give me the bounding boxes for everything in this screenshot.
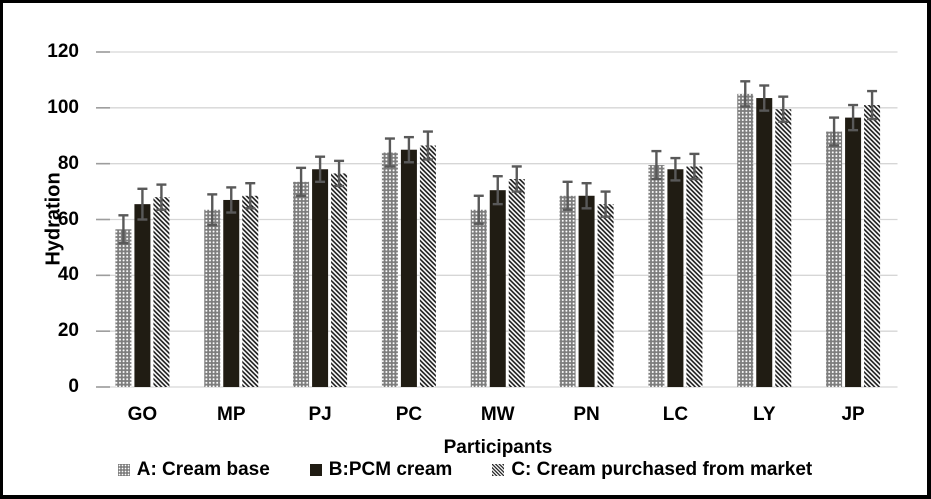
legend: A: Cream base B:PCM cream C: Cream purch… bbox=[3, 459, 927, 481]
x-tick-label-LC: LC bbox=[662, 404, 689, 425]
error-bar-solid-MP bbox=[226, 186, 237, 214]
x-tick-label-LY: LY bbox=[752, 404, 776, 425]
error-bar-hatch-MW bbox=[511, 165, 522, 193]
error-bar-dots-PC bbox=[384, 137, 395, 168]
bar-hatch-MW bbox=[508, 179, 525, 387]
bar-hatch-LY bbox=[775, 109, 792, 388]
bar-solid-LC bbox=[667, 169, 684, 387]
bar-hatch-PC bbox=[419, 145, 436, 387]
bar-dots-PJ bbox=[293, 181, 310, 387]
bar-dots-GO bbox=[115, 229, 132, 387]
x-tick-label-MW: MW bbox=[480, 404, 515, 425]
error-bar-hatch-LY bbox=[778, 95, 789, 123]
error-bar-dots-GO bbox=[118, 214, 129, 245]
error-bar-solid-PJ bbox=[315, 155, 326, 184]
legend-swatch-solid-icon bbox=[309, 464, 322, 476]
legend-item-cream-base: A: Cream base bbox=[117, 459, 270, 481]
y-tick-label-120: 120 bbox=[47, 41, 79, 62]
bar-solid-PJ bbox=[312, 169, 329, 387]
error-bar-hatch-PJ bbox=[334, 159, 345, 188]
error-bar-solid-MW bbox=[492, 175, 503, 206]
error-bar-dots-LY bbox=[740, 80, 751, 108]
y-tick-label-60: 60 bbox=[57, 208, 79, 230]
legend-swatch-dots-icon bbox=[117, 464, 130, 476]
error-bar-dots-PN bbox=[562, 180, 573, 211]
bar-solid-PC bbox=[400, 149, 417, 387]
bar-solid-LY bbox=[756, 98, 773, 387]
bar-dots-LC bbox=[648, 165, 665, 387]
bar-dots-PC bbox=[381, 152, 398, 387]
error-bar-solid-LC bbox=[670, 156, 681, 182]
bar-solid-MP bbox=[223, 199, 240, 387]
bar-hatch-GO bbox=[153, 197, 170, 387]
x-tick-label-MP: MP bbox=[217, 404, 246, 425]
legend-label-cream-base: A: Cream base bbox=[136, 459, 270, 480]
error-bar-dots-PJ bbox=[296, 166, 307, 197]
error-bar-hatch-PN bbox=[600, 190, 611, 218]
x-tick-label-PC: PC bbox=[395, 404, 423, 425]
bar-solid-JP bbox=[845, 117, 862, 388]
x-axis-title: Participants bbox=[443, 437, 553, 458]
y-tick-label-20: 20 bbox=[57, 320, 79, 342]
bar-dots-JP bbox=[826, 131, 843, 387]
x-tick-label-PN: PN bbox=[573, 404, 600, 425]
bar-hatch-PN bbox=[597, 204, 614, 387]
error-bar-solid-JP bbox=[848, 103, 859, 132]
bar-solid-GO bbox=[134, 204, 151, 387]
legend-item-pcm-cream: B:PCM cream bbox=[309, 459, 453, 481]
x-tick-label-JP: JP bbox=[841, 404, 865, 425]
y-tick-label-100: 100 bbox=[47, 96, 79, 118]
error-bar-hatch-MP bbox=[245, 182, 256, 210]
error-bar-hatch-LC bbox=[689, 152, 700, 181]
legend-item-market-cream: C: Cream purchased from market bbox=[492, 459, 812, 481]
bar-dots-PN bbox=[559, 195, 576, 387]
error-bar-dots-MP bbox=[207, 193, 218, 227]
bar-hatch-MP bbox=[242, 195, 259, 387]
error-bar-solid-PN bbox=[581, 182, 592, 210]
bar-hatch-PJ bbox=[331, 173, 348, 387]
error-bar-hatch-PC bbox=[422, 130, 433, 161]
bar-dots-MW bbox=[470, 209, 487, 387]
legend-label-pcm-cream: B:PCM cream bbox=[328, 459, 453, 480]
x-tick-label-GO: GO bbox=[127, 404, 158, 425]
error-bar-hatch-GO bbox=[156, 183, 167, 211]
y-tick-label-40: 40 bbox=[57, 264, 79, 286]
plot-area bbox=[96, 51, 898, 388]
error-bar-solid-LY bbox=[759, 84, 770, 112]
error-bar-hatch-JP bbox=[867, 89, 878, 121]
bar-dots-MP bbox=[204, 209, 221, 387]
error-bar-dots-LC bbox=[651, 149, 662, 181]
error-bar-dots-JP bbox=[829, 116, 840, 147]
y-tick-label-0: 0 bbox=[68, 376, 79, 397]
x-tick-label-PJ: PJ bbox=[308, 404, 332, 425]
legend-label-market-cream: C: Cream purchased from market bbox=[511, 459, 813, 480]
bar-hatch-JP bbox=[864, 105, 881, 388]
legend-swatch-hatch-icon bbox=[492, 464, 505, 476]
bar-hatch-LC bbox=[686, 166, 703, 387]
error-bar-dots-MW bbox=[473, 194, 484, 225]
error-bar-solid-GO bbox=[137, 187, 148, 221]
bar-solid-MW bbox=[489, 190, 506, 387]
bar-dots-LY bbox=[737, 93, 754, 387]
y-tick-label-80: 80 bbox=[57, 152, 79, 174]
bar-solid-PN bbox=[578, 195, 595, 387]
error-bar-solid-PC bbox=[403, 135, 414, 164]
